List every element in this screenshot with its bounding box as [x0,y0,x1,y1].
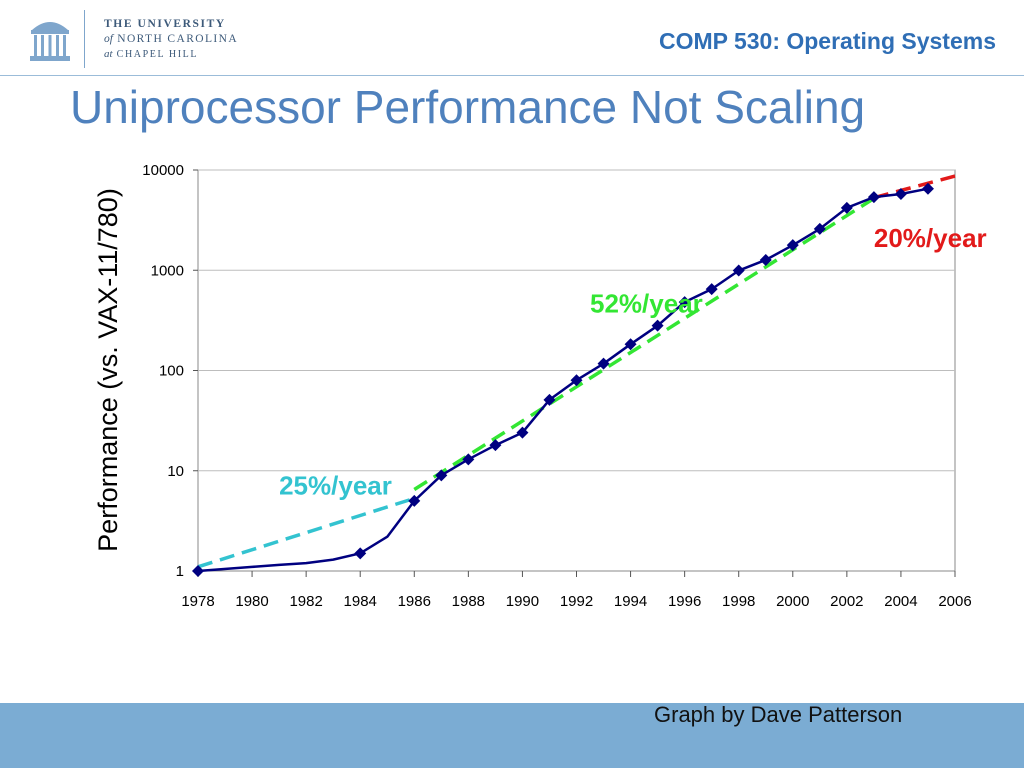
x-tick-label: 1984 [344,593,377,610]
data-point-marker [624,338,637,351]
data-point-marker [354,547,367,560]
logo-divider [84,10,85,68]
x-tick-label: 1986 [398,593,431,610]
x-tick-label: 1994 [614,593,647,610]
data-point-marker [435,469,448,482]
y-tick-label: 100 [159,363,184,380]
data-point-marker [543,393,556,406]
x-tick-label: 1980 [235,593,268,610]
data-point-marker [516,426,529,439]
data-point-marker [759,253,772,266]
university-line-2: of NORTH CAROLINA [104,33,239,45]
x-tick-label: 1990 [506,593,539,610]
x-tick-label: 1982 [289,593,322,610]
data-point-marker [597,357,610,370]
data-point-marker [840,201,853,214]
slide-header: THE UNIVERSITY of NORTH CAROLINA at CHAP… [0,0,1024,76]
annotation-52-pct-per-year: 52%/year [590,288,703,318]
trendline-52-pct [413,196,875,491]
data-point-marker [489,439,502,452]
x-tick-label: 2006 [938,593,971,610]
data-point-marker [462,453,475,466]
performance-chart: 1 10 100 1000 10000 1978 1980 1982 1984 1986 1988 1… [93,162,987,610]
annotation-25-pct-per-year: 25%/year [279,470,392,500]
slide-title: Uniprocessor Performance Not Scaling [70,81,866,133]
data-point-marker [894,187,907,200]
data-point-marker [867,191,880,204]
y-tick-label: 1 [176,563,184,580]
old-well-icon [30,22,70,61]
y-tick-label: 1000 [151,262,184,279]
university-line-1: THE UNIVERSITY [104,18,226,30]
y-axis-label: Performance (vs. VAX-11/780) [93,188,123,552]
x-tick-label: 2002 [830,593,863,610]
university-wordmark: THE UNIVERSITY of NORTH CAROLINA at CHAP… [104,17,238,62]
x-tick-label: 1998 [722,593,755,610]
graph-credit: Graph by Dave Patterson [654,702,903,727]
data-point-marker [813,222,826,235]
data-point-marker [786,239,799,252]
header-divider [0,75,1024,76]
data-point-marker [570,374,583,387]
course-title: COMP 530: Operating Systems [658,28,996,54]
x-tick-label: 1992 [560,593,593,610]
x-tick-label: 1996 [668,593,701,610]
x-tick-label: 2004 [884,593,917,610]
data-point-marker [705,283,718,296]
trendline-25-pct [197,496,415,569]
annotation-20-pct-per-year: 20%/year [874,223,987,253]
data-point-marker [921,182,934,195]
performance-series-line [197,187,929,573]
x-tick-label: 1988 [452,593,485,610]
y-tick-label: 10000 [142,162,184,179]
data-point-marker [732,264,745,277]
university-line-3: at CHAPEL HILL [104,48,199,60]
trendline-20-pct [873,174,956,200]
data-point-marker [651,319,664,332]
y-tick-label: 10 [167,463,184,480]
data-point-marker [678,296,691,309]
x-tick-label: 2000 [776,593,809,610]
x-tick-label: 1978 [181,593,214,610]
footer-bar [0,703,1024,768]
data-point-marker [408,494,421,507]
data-point-marker [192,565,204,577]
